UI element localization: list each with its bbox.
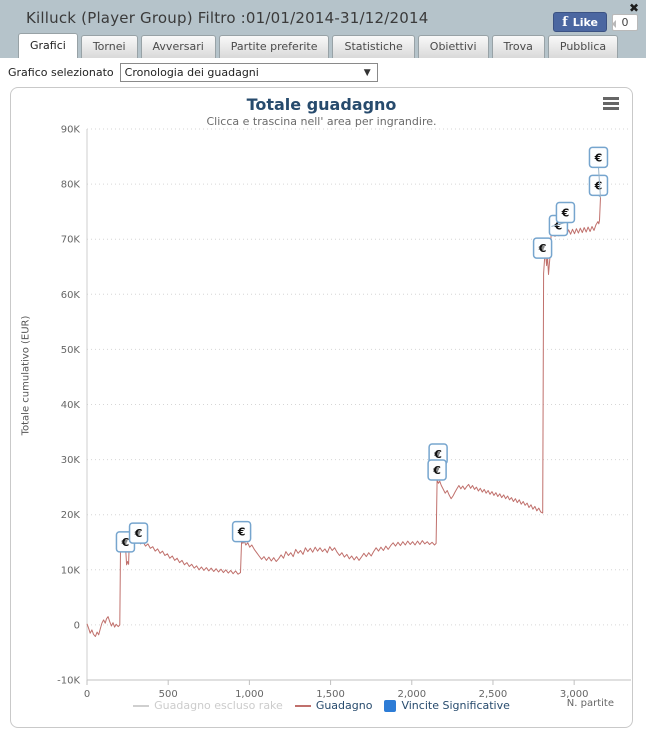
marker-stem	[597, 167, 601, 198]
euro-icon: €	[561, 207, 570, 220]
chart-subtitle: Clicca e trascina nell' area per ingrand…	[206, 115, 437, 128]
tab-avversari[interactable]: Avversari	[140, 35, 216, 58]
chevron-down-icon: ▼	[363, 67, 371, 78]
x-tick-label: 2,500	[479, 689, 508, 700]
chart-panel: Totale guadagno Clicca e trascina nell' …	[10, 87, 633, 728]
y-tick-label: 60K	[61, 290, 81, 301]
euro-icon: €	[554, 220, 563, 233]
legend-line-swatch	[133, 704, 150, 707]
tab-bar: Grafici Tornei Avversari Partite preferite S…	[18, 33, 621, 58]
legend-label: Guadagno	[315, 699, 373, 712]
y-tick-label: 0	[74, 620, 80, 631]
tab-trova[interactable]: Trova	[491, 35, 545, 58]
legend-item-0[interactable]: Guadagno escluso rake	[133, 699, 283, 712]
dialog-title: Killuck (Player Group) Filtro :01/01/201…	[26, 9, 429, 27]
tab-pubblica[interactable]: Pubblica	[547, 35, 619, 58]
chart-plot-area[interactable]: -10K 0 10K 20K 30K 40K 50K 60K 70K 80K 90K 0 500 1,00…	[11, 88, 634, 708]
series-line-guadagno	[86, 197, 601, 637]
x-tick-label: 0	[84, 689, 90, 700]
x-axis-title: N. partite	[566, 698, 614, 709]
export-menu-icon[interactable]	[603, 97, 619, 112]
chart-legend: Guadagno escluso rake Guadagno Vincite Sig…	[11, 699, 632, 712]
significant-win-marker[interactable]	[588, 174, 609, 197]
euro-icon: €	[432, 464, 441, 477]
euro-icon: €	[538, 242, 547, 255]
y-tick-label: 10K	[61, 565, 81, 576]
facebook-like-button[interactable]: f Like	[553, 12, 607, 32]
tab-grafici[interactable]: Grafici	[18, 33, 78, 58]
legend-item-2[interactable]: Vincite Significative	[384, 699, 510, 712]
chart-type-select[interactable]: Cronologia dei guadagni ▼	[119, 63, 378, 82]
tab-partite-preferite[interactable]: Partite preferite	[218, 35, 330, 58]
y-tick-label: 70K	[61, 235, 81, 246]
y-tick-label: 30K	[61, 455, 81, 466]
facebook-like-label: Like	[572, 15, 598, 29]
legend-line-swatch	[294, 704, 311, 707]
euro-icon: €	[433, 448, 442, 461]
y-tick-label: 40K	[61, 400, 81, 411]
tab-obiettivi[interactable]: Obiettivi	[417, 35, 489, 58]
y-tick-label: 90K	[61, 125, 81, 136]
euro-icon: €	[237, 526, 246, 539]
euro-icon: €	[594, 179, 603, 192]
y-tick-label: -10K	[57, 676, 80, 687]
close-icon[interactable]: ✖	[628, 1, 639, 15]
dialog-header: Killuck (Player Group) Filtro :01/01/201…	[0, 0, 646, 58]
euro-icon: €	[121, 536, 130, 549]
significant-win-marker[interactable]	[588, 146, 609, 169]
chart-title: Totale guadagno	[246, 95, 397, 114]
significant-win-marker[interactable]	[231, 520, 252, 543]
x-tick-label: 3,000	[560, 689, 589, 700]
legend-label: Guadagno escluso rake	[154, 699, 283, 712]
significant-win-marker[interactable]	[128, 522, 149, 544]
y-tick-label: 80K	[61, 180, 81, 191]
tab-statistiche[interactable]: Statistiche	[332, 35, 415, 58]
significant-win-marker[interactable]	[555, 201, 576, 224]
y-tick-label: 50K	[61, 345, 81, 356]
legend-item-1[interactable]: Guadagno	[294, 699, 373, 712]
chart-type-select-value: Cronologia dei guadagni	[124, 66, 259, 79]
euro-icon: €	[594, 151, 603, 164]
chart-selector-row: Grafico selezionato Cronologia dei guada…	[8, 63, 378, 82]
x-tick-label: 1,500	[316, 689, 345, 700]
euro-icon: €	[134, 527, 143, 540]
legend-label: Vincite Significative	[401, 699, 510, 712]
tab-tornei[interactable]: Tornei	[80, 35, 138, 58]
facebook-like-count: 0	[612, 14, 638, 31]
significant-win-marker[interactable]	[532, 237, 553, 259]
facebook-f-icon: f	[562, 14, 568, 30]
y-tick-label: 20K	[61, 510, 81, 521]
x-tick-label: 2,000	[397, 689, 426, 700]
significant-win-marker[interactable]	[427, 459, 447, 481]
legend-square-swatch	[384, 699, 397, 712]
x-tick-label: 1,000	[235, 689, 264, 700]
chart-selector-label: Grafico selezionato	[8, 66, 114, 79]
x-tick-label: 500	[159, 689, 178, 700]
